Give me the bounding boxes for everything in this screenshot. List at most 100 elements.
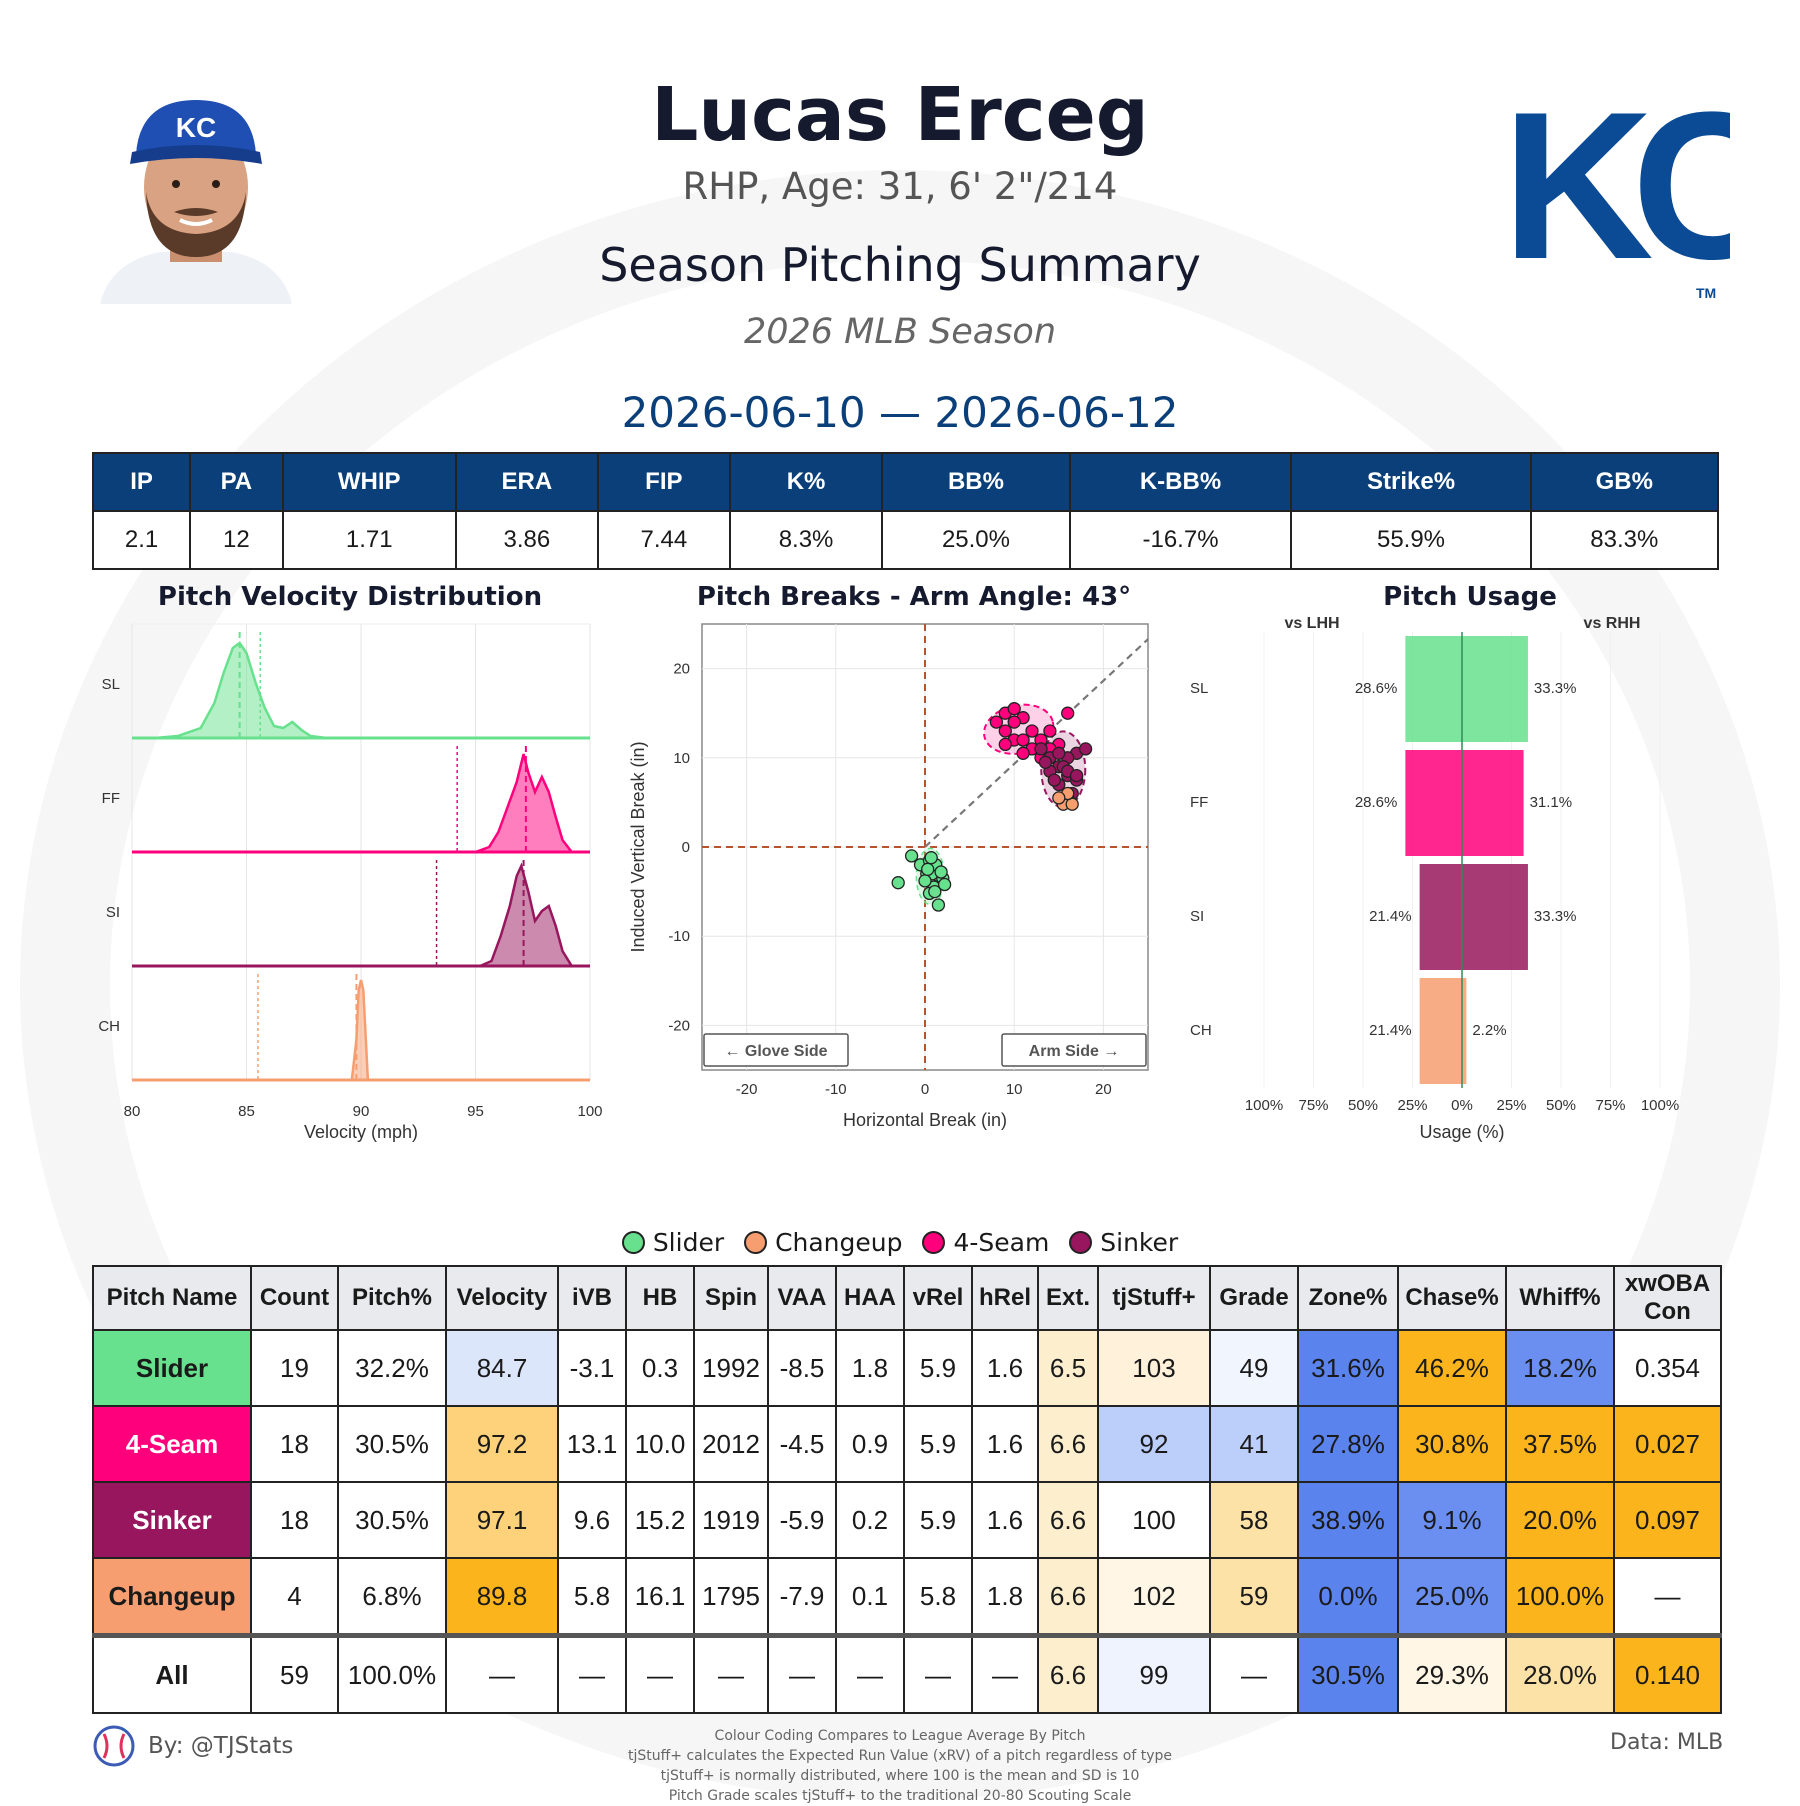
season-label: 2026 MLB Season: [743, 312, 1057, 352]
break-point-SI: [1052, 746, 1066, 760]
break-point-SL: [937, 877, 952, 892]
stats-value: 1.71: [281, 510, 457, 570]
pitch-table-cell: 59: [1209, 1557, 1299, 1637]
pitch-table-header: Pitch%: [337, 1265, 447, 1331]
usage-bar-lhh-SI: [1419, 864, 1462, 970]
pitch-table-cell: 28.0%: [1505, 1633, 1615, 1714]
legend-label: 4-Seam: [953, 1228, 1050, 1257]
stats-header: K%: [728, 452, 884, 512]
pitch-table-header: hRel: [971, 1265, 1039, 1331]
usage-value-lhh: 28.6%: [1355, 794, 1398, 811]
pitch-table-cell: 1.8: [971, 1557, 1039, 1637]
pitch-metrics-table: Pitch Name Count Pitch% Velocity iVB HB Spin VA…: [92, 1265, 1722, 1714]
pitch-table-cell: 20.0%: [1505, 1481, 1615, 1559]
stats-header: FIP: [596, 452, 731, 512]
stats-header-row: IP PA WHIP ERA FIP K% BB% K-BB% Strike% …: [91, 452, 1720, 512]
stats-header: ERA: [454, 452, 599, 512]
break-point-FF: [1016, 733, 1030, 747]
pitch-table-cell: 2012: [693, 1405, 769, 1483]
velocity-row-label: CH: [98, 1018, 120, 1035]
usage-value-rhh: 33.3%: [1534, 680, 1577, 697]
stats-value: 2.1: [91, 510, 192, 570]
footnote-line: tjStuff+ is normally distributed, where …: [660, 1768, 1140, 1784]
usage-axis-label: Usage (%): [1419, 1122, 1504, 1142]
pitch-table-cell: 15.2: [625, 1481, 695, 1559]
break-x-tick: -20: [736, 1081, 758, 1098]
pitch-table-cell: -7.9: [767, 1557, 837, 1637]
usage-bar-rhh-CH: [1462, 978, 1467, 1084]
usage-value-lhh: 21.4%: [1369, 1022, 1412, 1039]
player-name: Lucas Erceg: [651, 72, 1149, 158]
pitch-name-cell: Slider: [92, 1329, 252, 1407]
usage-bar-lhh-SL: [1405, 636, 1462, 742]
break-x-tick: 20: [1095, 1081, 1112, 1098]
pitch-table-cell: 49: [1209, 1329, 1299, 1407]
usage-bar-rhh-FF: [1462, 750, 1524, 856]
break-point-SL: [904, 849, 919, 863]
usage-bar-rhh-SI: [1462, 864, 1528, 970]
usage-tick-label: 25%: [1496, 1097, 1526, 1114]
pitch-table-cell: 1795: [693, 1557, 769, 1637]
pitch-table-cell: 1919: [693, 1481, 769, 1559]
usage-value-rhh: 33.3%: [1534, 908, 1577, 925]
break-point-SL: [891, 876, 905, 890]
footnote-line: tjStuff+ calculates the Expected Run Val…: [627, 1748, 1173, 1764]
break-point-FF: [1007, 715, 1021, 729]
pitch-table-cell: 58: [1209, 1481, 1299, 1559]
pitch-table-cell: 41: [1209, 1405, 1299, 1483]
break-point-FF: [1016, 746, 1030, 760]
legend-label: Slider: [652, 1228, 725, 1257]
pitch-table-cell: 9.6: [557, 1481, 627, 1559]
pitch-table-cell: 6.5: [1037, 1329, 1099, 1407]
pitch-table-cell: 1.6: [971, 1405, 1039, 1483]
pitch-table-cell: 10.0: [625, 1405, 695, 1483]
legend-item: Slider: [621, 1228, 725, 1257]
usage-row-label: FF: [1190, 794, 1208, 811]
pitch-table-cell: —: [445, 1633, 559, 1714]
pitch-legend: Slider Changeup 4-Seam Sinker: [0, 1228, 1800, 1260]
pitch-table-cell: 89.8: [445, 1557, 559, 1637]
pitch-table-cell: 0.354: [1613, 1329, 1722, 1407]
pitch-table-row: Slider 19 32.2% 84.7 -3.1 0.3 1992 -8.5 1.8 5.9 1.…: [92, 1329, 1722, 1407]
pitch-table-cell: -4.5: [767, 1405, 837, 1483]
break-point-FF: [1061, 706, 1075, 720]
stats-value: 12: [189, 510, 284, 570]
pitch-table-row: Sinker 18 30.5% 97.1 9.6 15.2 1919 -5.9 0.2 5.9 1.…: [92, 1481, 1722, 1559]
velocity-row-label: SI: [106, 904, 120, 921]
usage-value-rhh: 31.1%: [1530, 794, 1573, 811]
break-point-SL: [928, 884, 942, 899]
pitch-table-cell: 97.1: [445, 1481, 559, 1559]
pitch-table-cell: —: [971, 1633, 1039, 1714]
break-y-tick: 10: [673, 750, 690, 767]
stats-header: WHIP: [281, 452, 457, 512]
usage-tick-label: 100%: [1641, 1097, 1679, 1114]
stats-value: 83.3%: [1529, 510, 1720, 570]
usage-chart-title: Pitch Usage: [1383, 582, 1557, 612]
pitch-table-cell: 18: [250, 1405, 339, 1483]
glove-side-box: [703, 1033, 849, 1067]
pitch-table-row: Changeup 4 6.8% 89.8 5.8 16.1 1795 -7.9 0.1 5.8 1.…: [92, 1557, 1722, 1637]
pitch-table-cell: 0.140: [1613, 1633, 1722, 1714]
player-photo: KC: [90, 92, 302, 304]
pitch-table-cell: 38.9%: [1297, 1481, 1399, 1559]
usage-value-lhh: 28.6%: [1355, 680, 1398, 697]
break-x-axis-label: Horizontal Break (in): [843, 1110, 1007, 1130]
usage-tick-label: 50%: [1348, 1097, 1378, 1114]
stats-value: 55.9%: [1290, 510, 1532, 570]
pitch-table-cell: 0.3: [625, 1329, 695, 1407]
pitch-table-header: tjStuff+: [1097, 1265, 1211, 1331]
pitch-table-header: vRel: [903, 1265, 973, 1331]
pitch-table-header: Zone%: [1297, 1265, 1399, 1331]
pitch-table-header: HB: [625, 1265, 695, 1331]
legend-label: Sinker: [1100, 1228, 1179, 1257]
pitch-table-cell: 29.3%: [1397, 1633, 1507, 1714]
usage-tick-label: 50%: [1546, 1097, 1576, 1114]
pitch-table-cell: 30.5%: [337, 1481, 447, 1559]
velocity-tick-label: 80: [124, 1103, 141, 1120]
break-point-FF: [1043, 724, 1057, 738]
footnote-line: Colour Coding Compares to League Average…: [714, 1728, 1086, 1744]
break-x-tick: -10: [825, 1081, 847, 1098]
velocity-axis-label: Velocity (mph): [304, 1122, 418, 1142]
pitch-table-cell: 5.9: [903, 1481, 973, 1559]
pitch-table-cell: 103: [1097, 1329, 1211, 1407]
